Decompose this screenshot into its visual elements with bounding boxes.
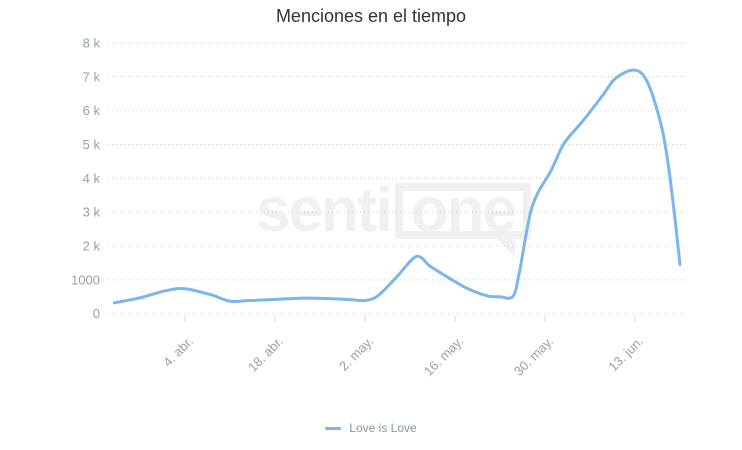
x-axis-label: 18. abr.: [245, 334, 286, 375]
legend-label: Love is Love: [349, 421, 417, 435]
x-axis-label: 16. may.: [421, 334, 466, 379]
x-axis-label: 2. may.: [336, 334, 376, 374]
y-axis-label: 2 k: [83, 239, 101, 254]
y-axis-label: 6 k: [83, 103, 101, 118]
chart-title: Menciones en el tiempo: [275, 6, 467, 26]
x-axis-label: 30. may.: [511, 334, 556, 379]
y-axis-label: 4 k: [83, 171, 101, 186]
x-axis-label: 4. abr.: [160, 334, 196, 370]
y-axis-label: 1000: [71, 272, 100, 287]
y-axis-label: 5 k: [83, 137, 101, 152]
y-axis-label: 8 k: [83, 36, 101, 51]
legend-item-love-is-love[interactable]: Love is Love: [0, 421, 742, 435]
watermark-speech-bubble: one: [394, 180, 531, 257]
watermark-senti-text: senti: [256, 176, 393, 245]
series-line-love-is-love[interactable]: [112, 68, 682, 305]
y-axis-label: 7 k: [83, 69, 101, 84]
y-axis-label: 0: [93, 306, 100, 321]
sentione-watermark: senti one: [256, 176, 531, 257]
legend-line-icon: [325, 426, 342, 430]
y-axis-label: 3 k: [83, 205, 101, 220]
x-axis-label: 13. jun.: [605, 334, 646, 375]
